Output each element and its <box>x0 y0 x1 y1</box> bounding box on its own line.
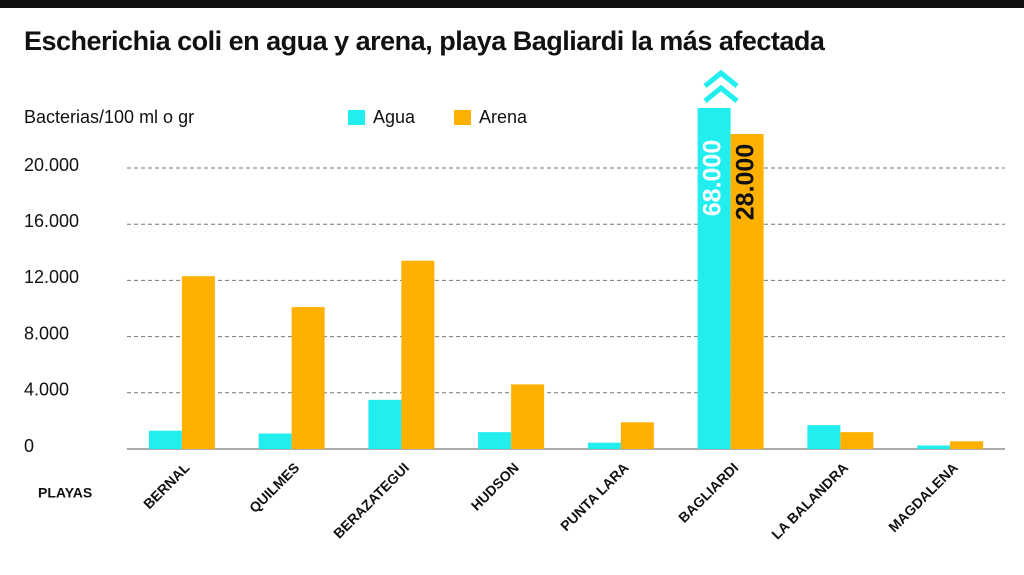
y-tick-label: 16.000 <box>24 211 79 231</box>
y-tick-label: 0 <box>24 436 34 456</box>
legend-swatch <box>348 110 365 125</box>
legend-swatch <box>454 110 471 125</box>
bar <box>730 134 764 449</box>
y-tick-label: 4.000 <box>24 380 69 400</box>
x-tick-label: BAGLIARDI <box>675 459 741 525</box>
legend-label: Arena <box>479 107 528 127</box>
bar <box>840 432 874 449</box>
bar <box>511 384 545 449</box>
legend: Agua Arena <box>348 107 528 127</box>
legend-label: Agua <box>373 107 416 127</box>
x-tick-label: BERAZATEGUI <box>330 459 412 541</box>
bar <box>917 445 951 449</box>
x-tick-label: QUILMES <box>246 459 302 515</box>
bar <box>181 276 215 449</box>
y-tick-label: 8.000 <box>24 323 69 343</box>
break-chevron <box>703 69 739 88</box>
bar <box>478 432 512 449</box>
bar <box>620 422 654 449</box>
value-label: 28.000 <box>732 144 760 220</box>
bar <box>291 307 325 449</box>
value-label: 68.000 <box>699 140 727 216</box>
x-axis-label: PLAYAS <box>38 485 92 501</box>
bar <box>807 425 841 449</box>
x-tick-label: MAGDALENA <box>885 459 961 535</box>
x-tick-label: BERNAL <box>140 459 193 512</box>
y-tick-label: 20.000 <box>24 155 79 175</box>
bar <box>697 108 731 450</box>
bar <box>368 399 402 449</box>
chart-title: Escherichia coli en agua y arena, playa … <box>24 26 826 56</box>
bar <box>950 441 984 449</box>
break-chevron <box>703 84 739 103</box>
top-bar <box>0 0 1024 8</box>
bar <box>258 433 292 449</box>
y-axis-label: Bacterias/100 ml o gr <box>24 107 194 127</box>
y-tick-label: 12.000 <box>24 267 79 287</box>
x-tick-label: PUNTA LARA <box>557 459 632 534</box>
bar <box>587 442 621 449</box>
x-tick-label: LA BALANDRA <box>768 459 851 542</box>
bar <box>148 430 182 449</box>
x-tick-label: HUDSON <box>468 459 522 513</box>
bar <box>401 260 435 449</box>
